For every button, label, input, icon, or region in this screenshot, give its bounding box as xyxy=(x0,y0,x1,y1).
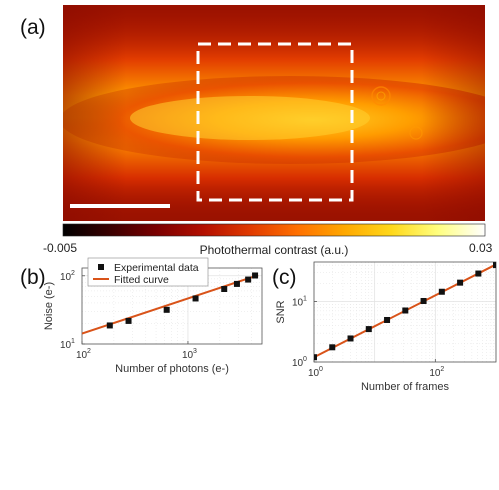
panel-b-xtick-base: 10 xyxy=(76,350,88,361)
colorbar-min-label: -0.005 xyxy=(43,241,77,255)
roi-dashed-rectangle xyxy=(196,42,354,202)
panel-c-data-point xyxy=(493,262,496,269)
panel-c-data-point xyxy=(365,326,372,333)
panel-c-data-point xyxy=(384,316,391,323)
panel-c-axes-frame xyxy=(313,261,497,363)
panel-c-data-point xyxy=(314,354,317,361)
panel-c-ytick-base: 10 xyxy=(292,298,304,309)
panel-b-ytick-base: 10 xyxy=(60,272,72,283)
panel-b-ytick-exp: 2 xyxy=(71,270,75,277)
colorbar xyxy=(62,223,486,237)
panel-b-legend-box xyxy=(87,257,209,287)
panel-b-ytick-base: 10 xyxy=(60,340,72,351)
panel-b-ytick-exp: 1 xyxy=(71,338,75,345)
panel-b-xtick-base: 10 xyxy=(182,350,194,361)
panel-c-ytick-base: 10 xyxy=(292,358,304,369)
panel-c-data-point xyxy=(475,270,482,277)
panel-b-xtick-exp: 3 xyxy=(193,348,197,355)
panel-b-ylabel: Noise (e-) xyxy=(43,282,55,330)
panel-c-xtick-base: 10 xyxy=(429,368,441,379)
panel-b-xlabel: Number of photons (e-) xyxy=(115,363,229,375)
panel-c-ytick-exp: 1 xyxy=(303,296,307,303)
colorbar-label: Photothermal contrast (a.u.) xyxy=(200,243,349,257)
photothermal-image xyxy=(63,5,485,221)
panel-b-data-point xyxy=(245,276,252,283)
panel-b-data-point xyxy=(252,272,259,279)
panel-c-data-point xyxy=(329,344,336,351)
panel-c-data-point xyxy=(438,288,445,295)
panel-c-data-point xyxy=(402,307,409,314)
panel-b-legend-label: Experimental data xyxy=(114,262,199,274)
panel-b-legend-marker xyxy=(98,264,104,270)
panel-b-data-point xyxy=(106,322,113,329)
panel-c-xtick-exp: 2 xyxy=(440,366,444,373)
panel-label-a: (a) xyxy=(20,16,46,39)
panel-b-xtick-exp: 2 xyxy=(87,348,91,355)
scale-bar xyxy=(70,204,170,208)
panel-label-c: (c) xyxy=(272,266,297,289)
panel-c-data-point xyxy=(457,279,464,286)
panel-c-ytick-exp: 0 xyxy=(303,356,307,363)
panel-b-legend-label: Fitted curve xyxy=(114,274,169,286)
panel-c-data-point xyxy=(420,297,427,304)
panel-label-b: (b) xyxy=(20,266,46,289)
colorbar-max-label: 0.03 xyxy=(469,241,493,255)
panel-c-ylabel: SNR xyxy=(275,300,287,323)
panel-c-xlabel: Number of frames xyxy=(361,381,450,393)
panel-b-data-point xyxy=(125,317,132,324)
panel-b-data-point xyxy=(163,306,170,313)
panel-b-data-point xyxy=(233,280,240,287)
panel-b-data-point xyxy=(221,285,228,292)
panel-c-xtick-base: 10 xyxy=(308,368,320,379)
panel-c-data-point xyxy=(347,335,354,342)
panel-b-data-point xyxy=(192,295,199,302)
panel-c-xtick-exp: 0 xyxy=(319,366,323,373)
